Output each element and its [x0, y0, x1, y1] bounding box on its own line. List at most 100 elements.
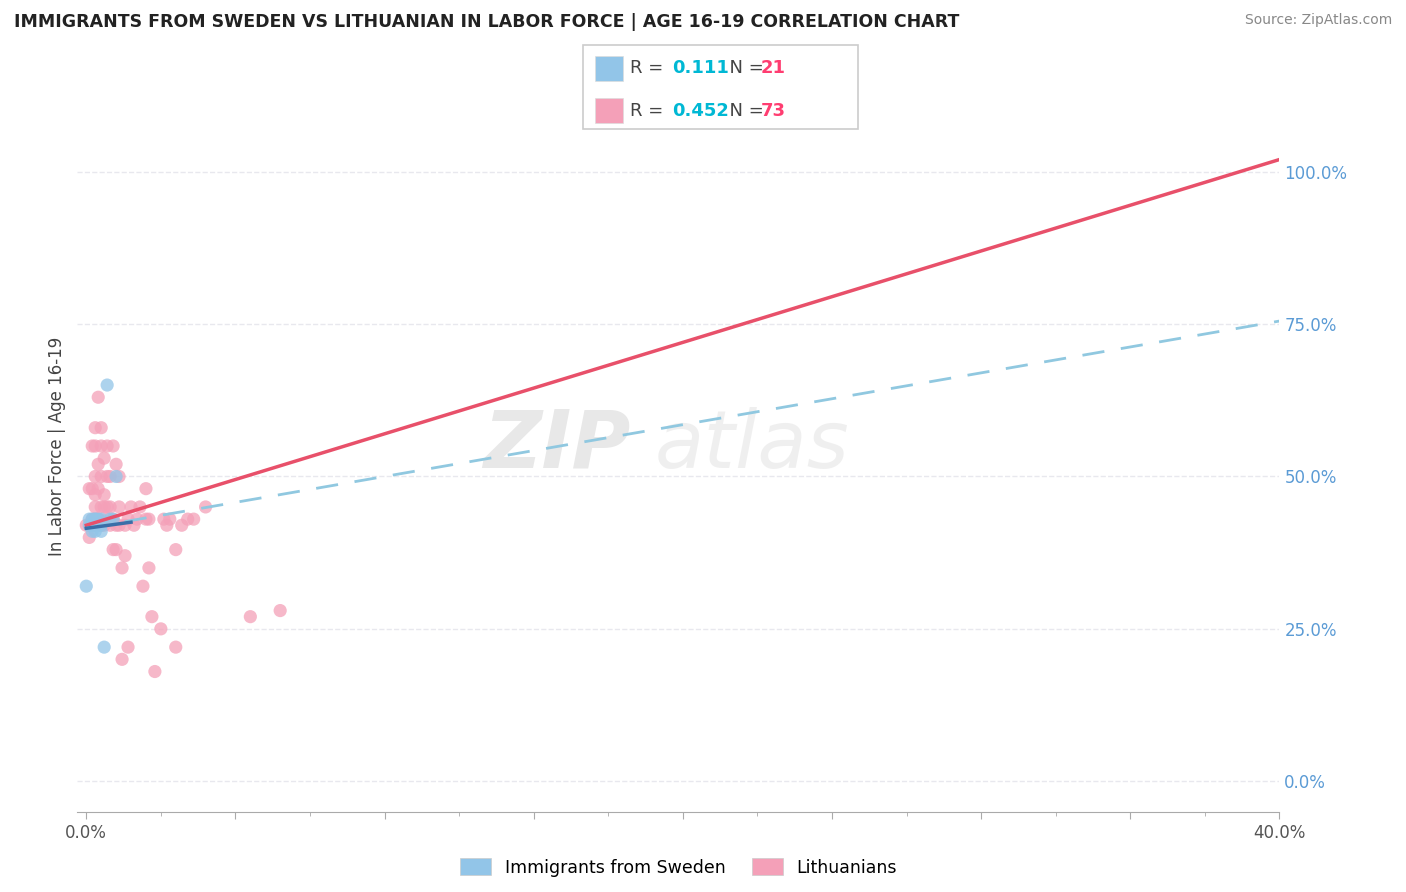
Point	[75, 518, 97, 533]
Point	[84, 512, 107, 526]
Text: N =: N =	[718, 60, 770, 78]
Point	[87, 390, 110, 404]
Point	[114, 518, 136, 533]
Point	[87, 512, 110, 526]
Point	[82, 524, 104, 539]
Point	[135, 512, 157, 526]
Point	[84, 518, 107, 533]
Text: 0.111: 0.111	[672, 60, 728, 78]
Point	[90, 518, 112, 533]
Point	[101, 542, 124, 557]
Point	[90, 518, 112, 533]
Point	[183, 512, 205, 526]
Text: Source: ZipAtlas.com: Source: ZipAtlas.com	[1244, 13, 1392, 28]
Point	[84, 421, 107, 435]
Point	[75, 579, 97, 593]
Point	[129, 500, 152, 514]
Point	[84, 439, 107, 453]
Point	[84, 500, 107, 514]
Point	[77, 518, 100, 533]
Point	[98, 512, 121, 526]
Text: 21: 21	[761, 60, 786, 78]
Point	[105, 457, 128, 471]
Point	[93, 451, 115, 466]
Text: 0.452: 0.452	[672, 102, 728, 120]
Point	[269, 603, 291, 617]
Point	[111, 652, 134, 666]
Point	[156, 518, 179, 533]
Point	[93, 500, 115, 514]
Point	[90, 469, 112, 483]
Point	[90, 512, 112, 526]
Point	[87, 512, 110, 526]
Text: ZIP: ZIP	[482, 407, 630, 485]
Point	[101, 439, 124, 453]
Point	[87, 518, 110, 533]
Text: IMMIGRANTS FROM SWEDEN VS LITHUANIAN IN LABOR FORCE | AGE 16-19 CORRELATION CHAR: IMMIGRANTS FROM SWEDEN VS LITHUANIAN IN …	[14, 13, 959, 31]
Point	[90, 421, 112, 435]
Point	[90, 439, 112, 453]
Point	[108, 469, 131, 483]
Point	[82, 512, 104, 526]
Legend: Immigrants from Sweden, Lithuanians: Immigrants from Sweden, Lithuanians	[453, 851, 904, 883]
Point	[117, 512, 139, 526]
Text: R =: R =	[630, 102, 669, 120]
Point	[153, 512, 176, 526]
Point	[114, 549, 136, 563]
Point	[96, 469, 118, 483]
Point	[170, 518, 193, 533]
Point	[90, 524, 112, 539]
Point	[77, 512, 100, 526]
Point	[105, 469, 128, 483]
Y-axis label: In Labor Force | Age 16-19: In Labor Force | Age 16-19	[48, 336, 66, 556]
Point	[84, 512, 107, 526]
Text: atlas: atlas	[654, 407, 849, 485]
Point	[87, 457, 110, 471]
Point	[93, 488, 115, 502]
Point	[96, 378, 118, 392]
Point	[194, 500, 217, 514]
Point	[82, 518, 104, 533]
Point	[96, 439, 118, 453]
Point	[138, 512, 160, 526]
Point	[84, 518, 107, 533]
Point	[239, 609, 262, 624]
Point	[108, 518, 131, 533]
Point	[98, 469, 121, 483]
Point	[125, 512, 148, 526]
Point	[159, 512, 181, 526]
Point	[77, 482, 100, 496]
Point	[77, 530, 100, 544]
Point	[87, 512, 110, 526]
Point	[93, 518, 115, 533]
Point	[149, 622, 172, 636]
Point	[98, 500, 121, 514]
Text: 73: 73	[761, 102, 786, 120]
Point	[90, 500, 112, 514]
Point	[117, 640, 139, 655]
Point	[87, 518, 110, 533]
Point	[105, 542, 128, 557]
Point	[82, 439, 104, 453]
Point	[101, 512, 124, 526]
Point	[132, 579, 155, 593]
Point	[108, 500, 131, 514]
Point	[84, 488, 107, 502]
Point	[120, 500, 142, 514]
Point	[84, 512, 107, 526]
Point	[176, 512, 198, 526]
Point	[135, 482, 157, 496]
Point	[96, 500, 118, 514]
Point	[93, 640, 115, 655]
Point	[165, 542, 187, 557]
Point	[96, 512, 118, 526]
Point	[82, 482, 104, 496]
Point	[111, 561, 134, 575]
Point	[138, 561, 160, 575]
Text: N =: N =	[718, 102, 770, 120]
Point	[122, 518, 145, 533]
Point	[101, 512, 124, 526]
Point	[82, 512, 104, 526]
Text: R =: R =	[630, 60, 669, 78]
Point	[98, 518, 121, 533]
